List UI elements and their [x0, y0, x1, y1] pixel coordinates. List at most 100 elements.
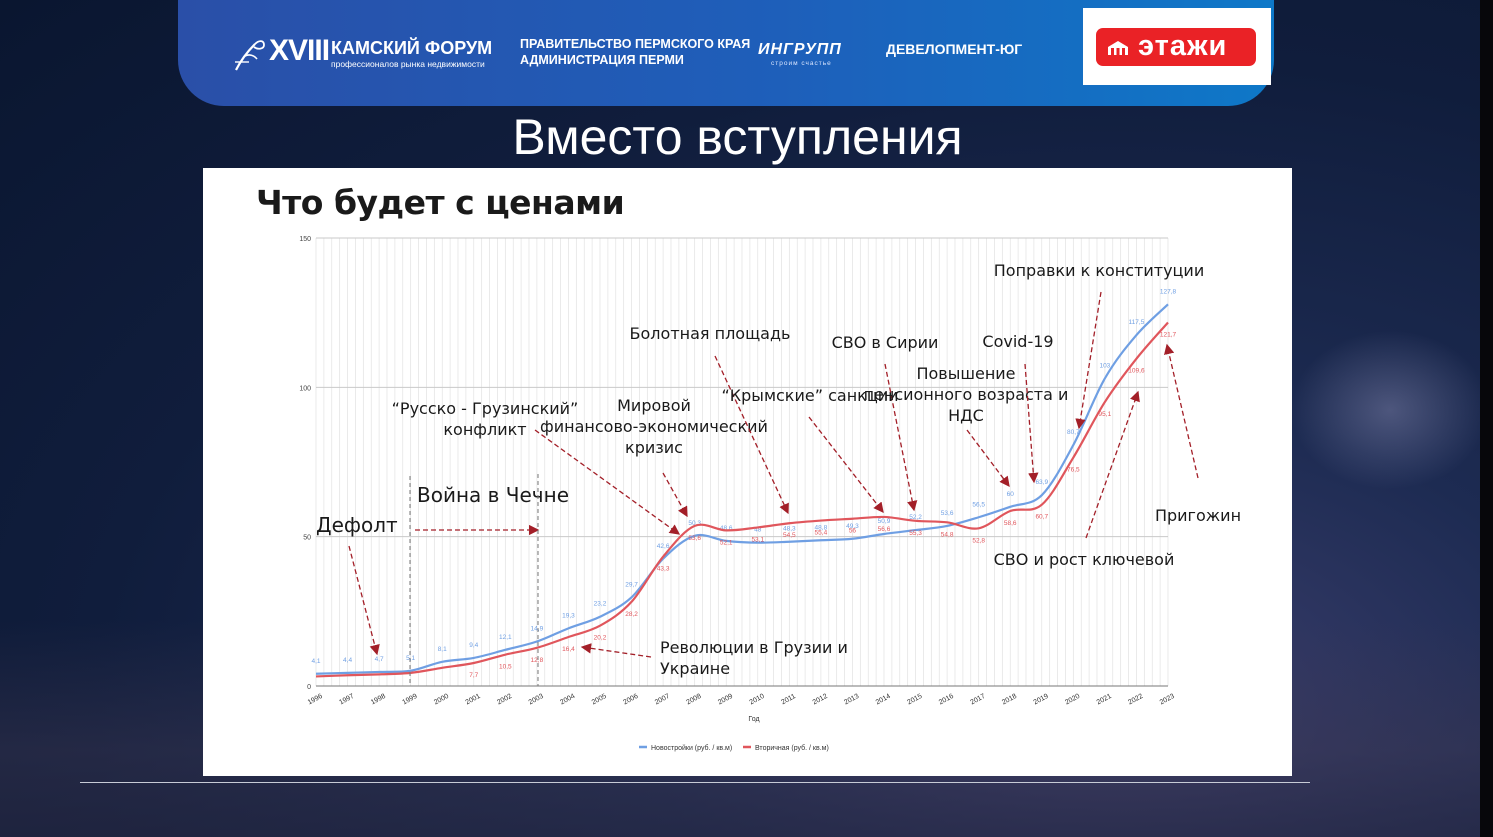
data-label: 4,7	[375, 656, 384, 663]
annotation-arrow	[662, 472, 688, 518]
data-label: 52,2	[909, 514, 922, 521]
x-tick-label: 2004	[559, 693, 576, 707]
y-tick-label: 150	[299, 236, 311, 243]
x-tick-label: 2018	[1001, 693, 1018, 707]
x-tick-label: 2011	[780, 693, 797, 706]
data-label: 54,8	[941, 531, 954, 538]
forum-subtitle: профессионалов рынка недвижимости	[331, 59, 485, 69]
data-label: 42,6	[657, 543, 670, 550]
data-label: 12,1	[499, 634, 512, 641]
edge-strip	[1480, 0, 1493, 837]
data-label: 48	[754, 527, 762, 534]
annotation-label: Поправки к конституции	[994, 261, 1204, 280]
data-label: 56	[849, 528, 857, 535]
data-label: 127,8	[1160, 288, 1177, 295]
x-tick-label: 1997	[338, 693, 355, 707]
data-label: 58,6	[1004, 520, 1017, 527]
data-label: 14,9	[531, 625, 544, 632]
etazhi-building-icon	[1108, 41, 1128, 55]
x-tick-label: 2014	[875, 693, 892, 707]
data-label: 48,3	[783, 526, 796, 533]
annotation-label: Covid-19	[982, 332, 1053, 351]
x-tick-label: 2017	[969, 693, 986, 707]
data-label: 29,7	[625, 581, 638, 588]
data-label: 117,5	[1129, 319, 1145, 326]
annotation-label: НДС	[948, 406, 984, 425]
annotation-arrow	[808, 416, 884, 514]
chart-panel: Что будет с ценами 0 50 100 150 1996 1997 1998 1…	[203, 168, 1292, 776]
data-label: 5,1	[406, 655, 415, 662]
annotation-label: СВО и рост ключевой	[994, 550, 1175, 569]
y-tick-label: 100	[299, 385, 311, 392]
x-tick-label: 2021	[1096, 693, 1113, 707]
x-tick-label: 2009	[717, 693, 734, 707]
price-chart: Что будет с ценами 0 50 100 150 1996 1997 1998 1…	[256, 183, 1241, 752]
data-label: 60,7	[1035, 514, 1048, 521]
bottom-divider	[80, 782, 1310, 783]
data-label: 12,8	[531, 657, 544, 664]
x-tick-label: 1998	[370, 693, 387, 707]
x-tick-label: 2013	[843, 693, 860, 707]
x-tick-label: 2010	[749, 693, 766, 707]
x-axis-label: Год	[748, 716, 759, 723]
annotation-arrow	[580, 643, 652, 658]
data-label: 50,9	[878, 518, 891, 525]
annotation-label: СВО в Сирии	[832, 333, 939, 352]
data-label: 53,6	[688, 535, 701, 542]
x-tick-label: 2001	[465, 693, 482, 707]
data-label: 48,6	[720, 525, 733, 532]
etazhi-badge: этажи	[1096, 28, 1256, 66]
x-tick-label: 2022	[1127, 693, 1144, 707]
annotation-arrow	[966, 429, 1010, 488]
y-tick-label: 50	[303, 535, 311, 542]
annotation-arrow	[1075, 291, 1102, 430]
x-tick-label: 2012	[812, 693, 829, 707]
x-tick-label: 2019	[1033, 693, 1050, 707]
ingroup-tagline: строим счастье	[771, 60, 832, 67]
etazhi-logo: этажи	[1083, 8, 1271, 85]
data-label: 55,4	[815, 530, 828, 537]
annotation-arrow	[1024, 363, 1039, 484]
data-label: 20,2	[594, 635, 607, 642]
series-line-new-buildings	[315, 303, 1169, 675]
data-label: 54,5	[783, 532, 796, 539]
developer-logo: ДЕВЕЛОПМЕНТ-ЮГ	[886, 41, 1023, 57]
data-label: 8,1	[438, 646, 447, 653]
annotation-label: конфликт	[443, 420, 526, 439]
data-label: 7,7	[469, 672, 478, 679]
government-logo: ПРАВИТЕЛЬСТВО ПЕРМСКОГО КРАЯ АДМИНИСТРАЦ…	[520, 36, 750, 68]
data-label: 55,3	[909, 530, 922, 537]
x-tick-label: 2016	[938, 693, 955, 707]
x-tick-label: 2023	[1159, 693, 1176, 707]
data-label: 60	[1007, 491, 1015, 498]
data-label: 10,5	[499, 664, 512, 671]
annotation-arrow	[534, 429, 681, 535]
annotation-label: Мировой	[617, 396, 691, 415]
legend-label: Новостройки (руб. / кв.м)	[651, 744, 732, 752]
annotation-label: финансово-экономический	[540, 417, 768, 436]
data-label: 50,3	[688, 520, 701, 527]
x-tick-label: 1999	[401, 693, 418, 707]
data-label: 28,2	[625, 611, 638, 618]
x-tick-label: 2007	[654, 693, 671, 707]
data-label: 121,7	[1160, 332, 1177, 339]
data-label: 56,6	[878, 526, 891, 533]
annotation-arrow	[714, 355, 789, 515]
y-tick-label: 0	[307, 684, 311, 691]
data-label: 80,7	[1067, 429, 1080, 436]
series-line-secondary	[315, 321, 1169, 678]
data-label: 4,4	[343, 657, 352, 664]
background-glow	[1290, 330, 1490, 490]
annotation-label: “Крымские” санкции	[722, 386, 899, 405]
x-tick-label: 2006	[622, 693, 639, 707]
x-tick-label: 2008	[685, 693, 702, 707]
data-label: 52,1	[720, 539, 733, 546]
x-tick-label: 2003	[528, 693, 545, 707]
annotation-label: Пригожин	[1155, 506, 1241, 525]
data-label: 4,1	[311, 658, 320, 665]
data-label: 16,4	[562, 646, 575, 653]
data-label: 48,8	[815, 524, 828, 531]
data-label: 53,6	[941, 510, 954, 517]
annotation-label: “Русско - Грузинский”	[392, 399, 579, 418]
legend-label: Вторичная (руб. / кв.м)	[755, 744, 829, 752]
